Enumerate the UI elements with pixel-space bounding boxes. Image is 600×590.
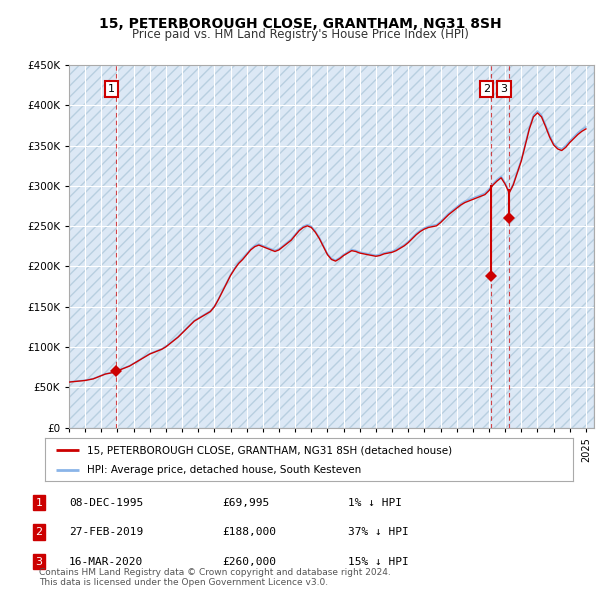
Text: 16-MAR-2020: 16-MAR-2020 — [69, 557, 143, 566]
Text: 1: 1 — [35, 498, 43, 507]
Text: £69,995: £69,995 — [222, 498, 269, 507]
Text: 1: 1 — [108, 84, 115, 94]
Text: Contains HM Land Registry data © Crown copyright and database right 2024.
This d: Contains HM Land Registry data © Crown c… — [39, 568, 391, 587]
Text: £188,000: £188,000 — [222, 527, 276, 537]
Text: 15, PETERBOROUGH CLOSE, GRANTHAM, NG31 8SH (detached house): 15, PETERBOROUGH CLOSE, GRANTHAM, NG31 8… — [87, 445, 452, 455]
Text: Price paid vs. HM Land Registry's House Price Index (HPI): Price paid vs. HM Land Registry's House … — [131, 28, 469, 41]
Text: 2: 2 — [35, 527, 43, 537]
Text: 1% ↓ HPI: 1% ↓ HPI — [348, 498, 402, 507]
Text: 15% ↓ HPI: 15% ↓ HPI — [348, 557, 409, 566]
Text: 3: 3 — [500, 84, 507, 94]
Text: HPI: Average price, detached house, South Kesteven: HPI: Average price, detached house, Sout… — [87, 466, 361, 475]
Text: £260,000: £260,000 — [222, 557, 276, 566]
Text: 08-DEC-1995: 08-DEC-1995 — [69, 498, 143, 507]
Text: 15, PETERBOROUGH CLOSE, GRANTHAM, NG31 8SH: 15, PETERBOROUGH CLOSE, GRANTHAM, NG31 8… — [98, 17, 502, 31]
Text: 37% ↓ HPI: 37% ↓ HPI — [348, 527, 409, 537]
Text: 27-FEB-2019: 27-FEB-2019 — [69, 527, 143, 537]
Text: 3: 3 — [35, 557, 43, 566]
Text: 2: 2 — [483, 84, 490, 94]
